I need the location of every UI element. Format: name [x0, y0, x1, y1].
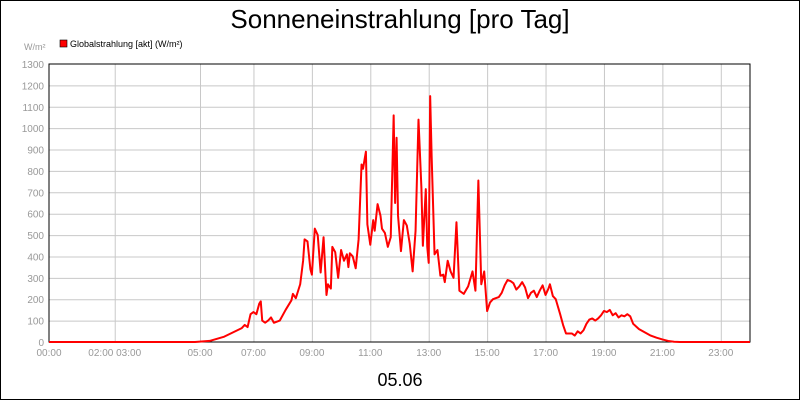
y-tick-label-100: 100 [27, 317, 44, 328]
series-line-0 [49, 95, 750, 343]
plot-area [48, 63, 751, 343]
x-tick-label-1: 02:00 03:00 [88, 348, 141, 359]
grid [49, 64, 750, 342]
y-tick-label-900: 900 [27, 146, 44, 157]
legend-swatch [59, 39, 68, 48]
series-layer [49, 95, 750, 343]
y-tick-label-300: 300 [27, 274, 44, 285]
x-tick-label-8: 17:00 [533, 348, 558, 359]
x-axis-label: 05.06 [377, 370, 422, 390]
x-tick-label-0: 00:00 [36, 348, 61, 359]
y-tick-label-400: 400 [27, 252, 44, 263]
x-tick-label-7: 15:00 [475, 348, 500, 359]
chart-title: Sonneneinstrahlung [pro Tag] [230, 4, 569, 34]
legend: Globalstrahlung [akt] (W/m²) [59, 39, 183, 49]
y-tick-label-0: 0 [38, 338, 44, 349]
y-tick-label-800: 800 [27, 167, 44, 178]
x-tick-label-6: 13:00 [416, 348, 441, 359]
y-tick-label-500: 500 [27, 231, 44, 242]
y-tick-label-1200: 1200 [22, 81, 45, 92]
x-tick-label-4: 09:00 [299, 348, 324, 359]
x-tick-label-5: 11:00 [358, 348, 383, 359]
y-unit-label: W/m² [24, 42, 46, 52]
y-tick-label-1100: 1100 [22, 103, 44, 114]
y-tick-label-700: 700 [27, 188, 44, 199]
x-axis-ticks: 00:00 02:00 03:00 05:00 07:00 09:00 11:00 13:0… [36, 348, 733, 359]
x-tick-label-3: 07:00 [241, 348, 266, 359]
y-tick-label-1000: 1000 [22, 124, 45, 135]
y-tick-label-200: 200 [27, 295, 44, 306]
y-tick-label-600: 600 [27, 210, 44, 221]
x-tick-label-2: 05:00 [187, 348, 212, 359]
x-tick-label-11: 23:00 [708, 348, 733, 359]
x-tick-label-9: 19:00 [591, 348, 616, 359]
y-axis-ticks: 0 100 200 300 400 500 600 700 800 900 1000 1100 1200… [22, 60, 45, 349]
y-tick-label-1300: 1300 [22, 60, 45, 71]
legend-label: Globalstrahlung [akt] (W/m²) [70, 39, 183, 49]
x-tick-label-10: 21:00 [650, 348, 675, 359]
